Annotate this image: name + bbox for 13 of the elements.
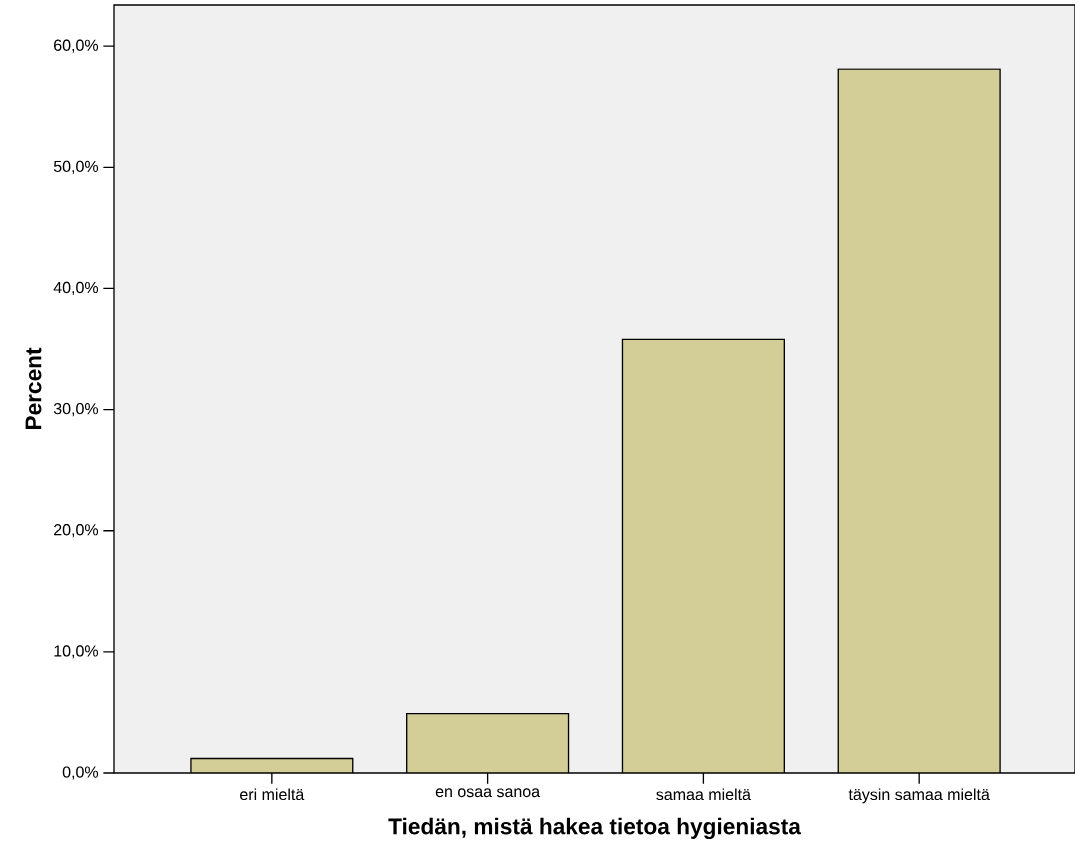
y-tick-label: 10,0% bbox=[54, 645, 99, 659]
y-tick-label: 20,0% bbox=[54, 524, 99, 538]
x-tick-label: eri mieltä bbox=[240, 788, 305, 801]
y-tick-label: 40,0% bbox=[53, 281, 99, 296]
y-axis-title: Percent bbox=[25, 347, 42, 430]
x-tick-label: täysin samaa mieltä bbox=[848, 788, 990, 804]
y-tick-label: 60,0% bbox=[54, 39, 99, 53]
x-tick-label: en osaa sanoa bbox=[435, 788, 541, 798]
x-tick-label: samaa mieltä bbox=[656, 788, 751, 801]
x-axis-title: Tiedän, mistä hakea tietoa hygieniasta bbox=[388, 817, 802, 840]
y-tick-label: 50,0% bbox=[53, 160, 99, 174]
y-tick-label: 30,0% bbox=[53, 402, 99, 417]
y-tick-label: 0,0% bbox=[62, 766, 99, 780]
